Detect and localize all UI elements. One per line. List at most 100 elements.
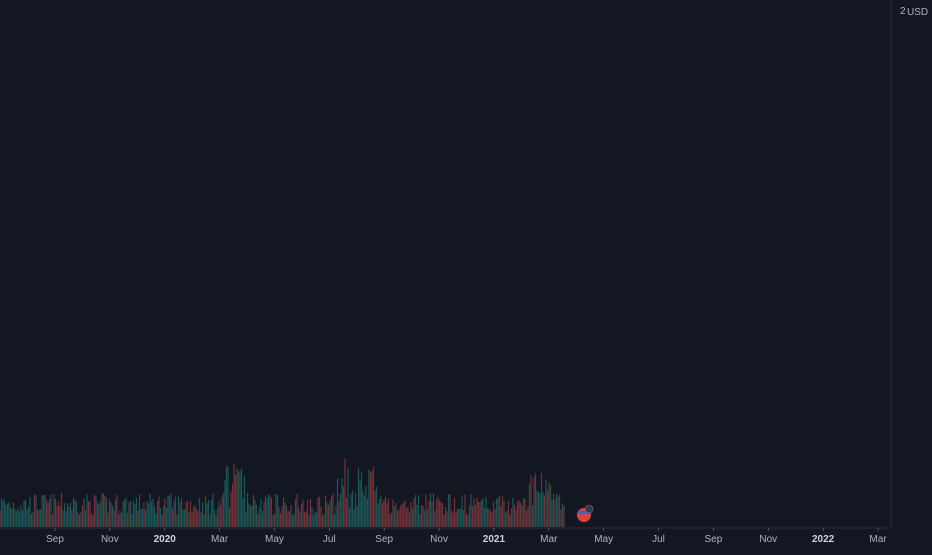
volume-bar (339, 493, 342, 527)
volume-bar (113, 509, 115, 527)
volume-bar (6, 503, 9, 527)
volume-bar (560, 509, 562, 527)
volume-bar (503, 500, 505, 527)
volume-bar (330, 496, 333, 527)
volume-bar (338, 501, 340, 527)
volume-bar (450, 510, 453, 527)
volume-bar (413, 498, 415, 527)
volume-bar (473, 498, 475, 527)
time-tick-label: Sep (375, 534, 393, 545)
volume-bar (89, 500, 91, 527)
volume-bar (378, 499, 381, 527)
volume-bar (186, 501, 189, 527)
price-axis[interactable]: 2USD2080.002000.001920.001840.001790.001… (890, 0, 932, 550)
volume-bar (306, 500, 309, 527)
volume-bar (270, 498, 273, 527)
volume-bar (320, 506, 322, 527)
volume-bar (510, 508, 513, 527)
volume-bar (504, 512, 507, 527)
volume-bar (444, 506, 447, 527)
volume-bar (279, 513, 282, 527)
volume-bar (62, 510, 64, 527)
volume-bar (353, 508, 355, 527)
volume-bar (536, 490, 538, 527)
volume-bar (530, 475, 532, 527)
currency-label[interactable]: USD (907, 7, 928, 18)
volume-bar (119, 510, 121, 527)
volume-bar (101, 493, 103, 527)
volume-bar (513, 505, 516, 527)
volume-bar (405, 508, 408, 527)
volume-bar (537, 491, 540, 527)
volume-bar (218, 501, 220, 527)
volume-bar (447, 494, 450, 527)
volume-bar (47, 502, 49, 527)
volume-bar (63, 502, 66, 527)
volume-bar (392, 499, 394, 527)
volume-bar (45, 500, 48, 527)
volume-bar (143, 502, 145, 527)
volume-bar (197, 510, 199, 527)
volume-bar (9, 507, 12, 527)
volume-bar (188, 512, 190, 527)
volume-bar (486, 508, 489, 527)
volume-bar (519, 502, 522, 527)
volume-bar (20, 505, 22, 527)
volume-bar (428, 500, 430, 527)
volume-bar (563, 506, 565, 527)
volume-bar (191, 512, 193, 527)
volume-bar (180, 498, 183, 527)
volume-bar (167, 495, 169, 527)
volume-bar (110, 502, 112, 527)
volume-bar (431, 501, 433, 527)
volume-bar (221, 496, 223, 527)
volume-bar (71, 509, 73, 527)
volume-bar (72, 497, 75, 527)
volume-bar (434, 510, 436, 527)
volume-bar (206, 503, 208, 527)
volume-bar (266, 498, 268, 527)
volume-bar (438, 500, 441, 527)
volume-bar (368, 469, 370, 527)
volume-bar (384, 497, 387, 527)
volume-bar (150, 501, 153, 527)
volume-bar (54, 498, 57, 527)
volume-bar (198, 497, 201, 527)
volume-bar (468, 505, 471, 527)
volume-bar (528, 484, 531, 527)
volume-bar (497, 498, 499, 527)
volume-bar (362, 490, 364, 527)
volume-bar (5, 504, 7, 527)
volume-bar (155, 513, 157, 527)
volume-bar (131, 513, 133, 527)
volume-bar (269, 495, 271, 527)
price-axis-tick-partial: 2 (900, 6, 906, 17)
volume-bar (231, 483, 234, 527)
volume-bar (546, 490, 549, 527)
time-axis[interactable]: Sep Nov 2020 Mar May Jul Sep Nov 2021 Mar May Jul Se… (0, 527, 891, 550)
time-tick-label: Jul (323, 534, 336, 545)
volume-bar (318, 496, 321, 527)
volume-bar (96, 502, 99, 527)
volume-bar (128, 502, 130, 527)
volume-bar (165, 508, 168, 527)
volume-bar (149, 493, 151, 527)
volume-bar (401, 503, 403, 527)
volume-bar (249, 505, 252, 527)
volume-bar (360, 472, 363, 527)
volume-bar (470, 493, 472, 527)
volume-bar (479, 502, 481, 527)
volume-bar (281, 506, 283, 527)
volume-bar (65, 510, 67, 527)
volume-bar (474, 505, 477, 527)
volume-bar (255, 504, 258, 527)
volume-bar (192, 506, 195, 527)
volume-bar (518, 500, 520, 527)
volume-bar (371, 470, 373, 527)
volume-bar (483, 507, 486, 527)
volume-bar (326, 502, 328, 527)
volume-bar (125, 497, 127, 527)
volume-bar (74, 500, 76, 527)
